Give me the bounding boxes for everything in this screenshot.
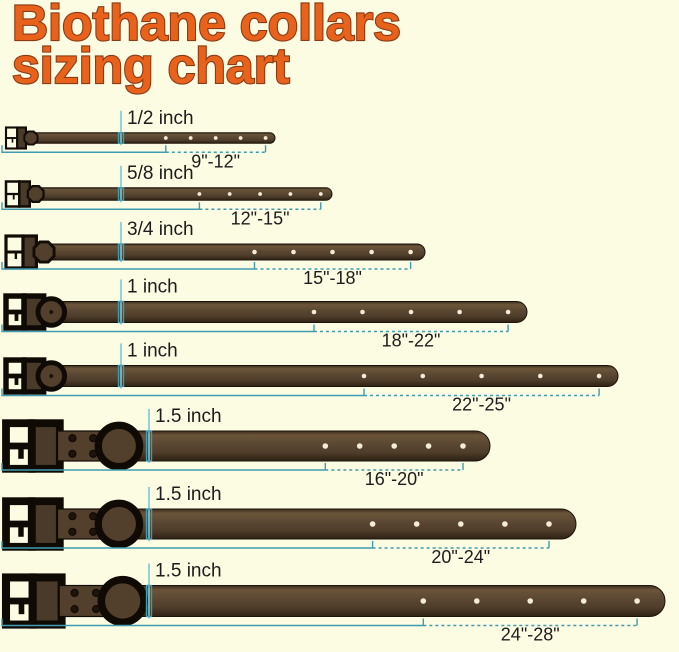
svg-text:18"-22": 18"-22" [382, 331, 441, 351]
svg-text:12"-15": 12"-15" [231, 208, 290, 228]
svg-text:9"-12": 9"-12" [191, 151, 240, 171]
svg-text:24"-28": 24"-28" [501, 625, 560, 645]
svg-text:16"-20": 16"-20" [365, 469, 424, 489]
svg-text:20"-24": 20"-24" [431, 547, 490, 567]
svg-text:15"-18": 15"-18" [303, 268, 362, 288]
svg-text:1.5 inch: 1.5 inch [155, 561, 222, 582]
svg-text:1/2 inch: 1/2 inch [127, 108, 194, 129]
svg-text:1.5 inch: 1.5 inch [155, 484, 222, 505]
svg-text:5/8 inch: 5/8 inch [127, 163, 194, 184]
svg-text:1 inch: 1 inch [127, 341, 178, 362]
svg-text:3/4 inch: 3/4 inch [127, 219, 194, 240]
svg-text:22"-25": 22"-25" [452, 395, 511, 415]
svg-text:1.5 inch: 1.5 inch [155, 406, 222, 427]
svg-text:1 inch: 1 inch [127, 277, 178, 298]
